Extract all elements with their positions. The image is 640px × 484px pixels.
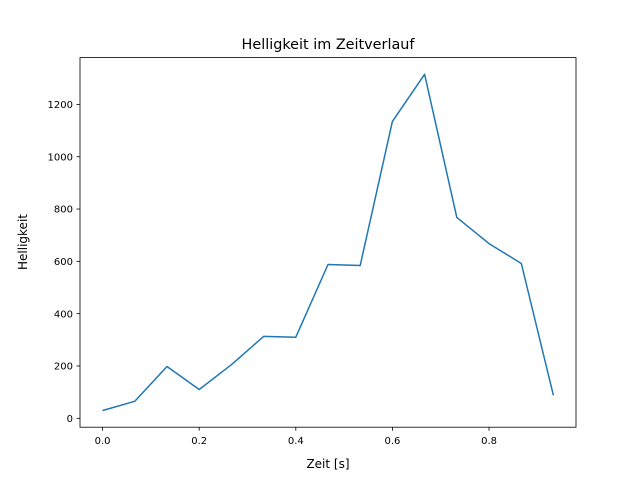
x-tick-label: 0.8 <box>481 436 497 447</box>
x-tick-label: 0.4 <box>288 436 304 447</box>
x-axis-label: Zeit [s] <box>306 457 349 471</box>
x-tick-label: 0.0 <box>95 436 111 447</box>
y-tick-label: 600 <box>54 257 73 268</box>
y-tick-label: 0 <box>67 414 73 425</box>
y-tick-label: 400 <box>54 309 73 320</box>
y-tick-label: 800 <box>54 205 73 216</box>
x-tick-label: 0.6 <box>384 436 400 447</box>
y-tick-label: 1000 <box>48 152 73 163</box>
plot-area <box>102 73 555 412</box>
y-axis-label: Helligkeit <box>16 214 30 270</box>
series-line <box>102 73 555 412</box>
y-tick-label: 1200 <box>48 100 73 111</box>
y-tick-label: 200 <box>54 362 73 373</box>
chart-title: Helligkeit im Zeitverlauf <box>242 37 416 53</box>
x-tick-label: 0.2 <box>191 436 207 447</box>
axes-frame <box>79 57 577 428</box>
ticks: 0.0 0.2 0.4 0.6 0.8 0 200 400 600 800 1000 1200 <box>48 100 497 447</box>
